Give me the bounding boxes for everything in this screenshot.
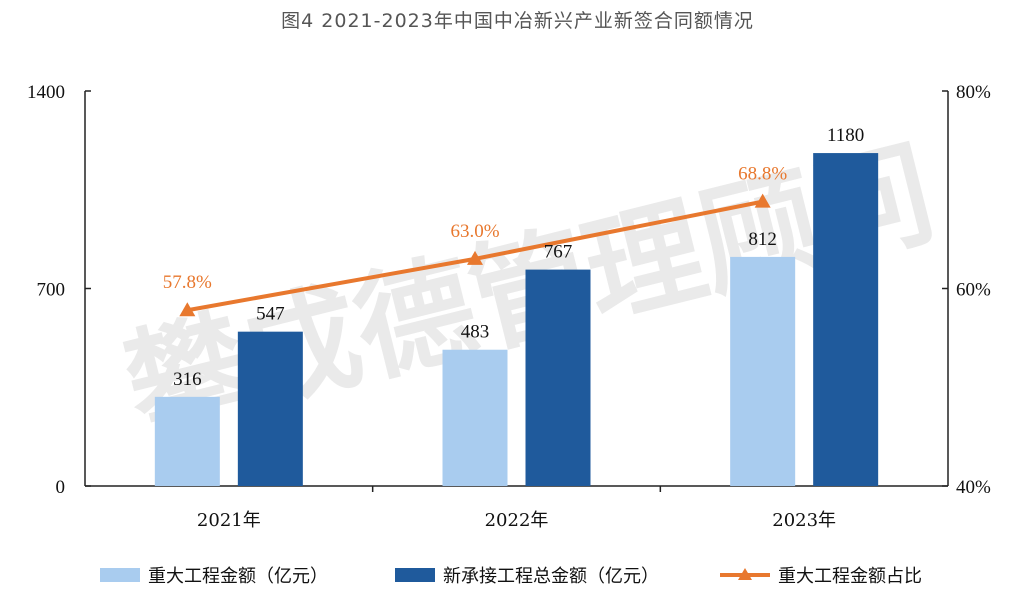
x-tick-label: 2022年 xyxy=(485,510,549,531)
bar-value-label: 547 xyxy=(256,304,285,325)
percent-line xyxy=(179,193,771,317)
legend-swatch-major-projects xyxy=(100,568,140,582)
chart-title: 图4 2021-2023年中国中冶新兴产业新签合同额情况 xyxy=(281,10,754,32)
bar-value-label: 316 xyxy=(173,369,202,390)
x-tick-label: 2021年 xyxy=(197,510,261,531)
bar-total-new-contracts xyxy=(813,153,879,487)
legend-label-percent: 重大工程金额占比 xyxy=(778,566,922,587)
bar-major-projects xyxy=(154,396,220,486)
bar-value-label: 483 xyxy=(461,322,490,343)
right-tick-label: 80% xyxy=(956,82,991,103)
left-tick-label: 1400 xyxy=(27,82,65,103)
data-labels: 316 483 812 547 767 1180 57.8% 63.0% 68.8% xyxy=(163,125,865,390)
legend-label-major-projects: 重大工程金额（亿元） xyxy=(148,566,328,587)
left-tick-label: 700 xyxy=(37,280,66,301)
percent-value-label: 57.8% xyxy=(163,272,212,293)
left-tick-label: 0 xyxy=(56,477,66,498)
percent-marker xyxy=(754,193,771,208)
bar-value-label: 812 xyxy=(748,229,777,250)
axes: 0 700 1400 40% 60% 80% 2021年 2022年 2023年 xyxy=(27,82,991,531)
bar-total-new-contracts xyxy=(525,269,591,486)
bars xyxy=(154,153,879,487)
right-tick-label: 60% xyxy=(956,280,991,301)
percent-value-label: 68.8% xyxy=(738,164,787,185)
bar-value-label: 1180 xyxy=(827,125,864,146)
legend-marker-percent xyxy=(738,568,752,580)
bar-major-projects xyxy=(442,349,508,486)
legend-swatch-total-new-contracts xyxy=(395,568,435,582)
bar-major-projects xyxy=(730,256,796,486)
legend-label-total-new-contracts: 新承接工程总金额（亿元） xyxy=(443,566,659,587)
legend: 重大工程金额（亿元） 新承接工程总金额（亿元） 重大工程金额占比 xyxy=(100,566,922,587)
bar-value-label: 767 xyxy=(544,242,573,263)
x-tick-label: 2023年 xyxy=(772,510,836,531)
percent-marker xyxy=(467,250,483,265)
percent-marker xyxy=(179,302,196,317)
percent-value-label: 63.0% xyxy=(450,221,499,242)
right-tick-label: 40% xyxy=(956,477,991,498)
bar-total-new-contracts xyxy=(237,331,303,486)
